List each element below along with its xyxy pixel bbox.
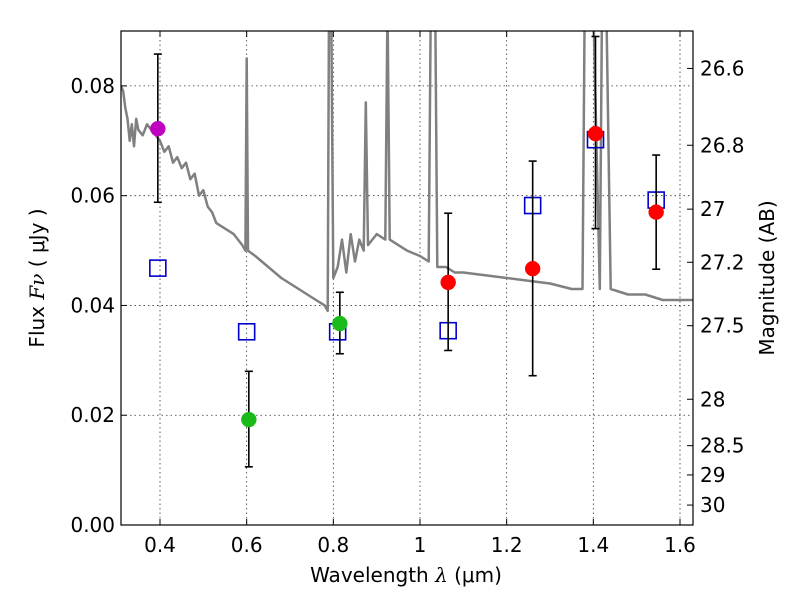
- x-tick-label: 1: [414, 533, 427, 557]
- mag-tick-label: 29: [700, 463, 725, 487]
- x-tick-label: 1.2: [491, 533, 523, 557]
- axis-ticks: 0.4 0.6 0.8 1 1.2 1.4 1.6 0.00 0.02 0.04 0.06 0.08 2…: [70, 31, 745, 557]
- x-tick-label: 1.6: [664, 533, 696, 557]
- y-tick-label: 0.04: [70, 293, 115, 317]
- observed-data-point: [648, 204, 664, 220]
- observed-data-point: [150, 120, 166, 137]
- mag-tick-label: 28.5: [700, 434, 745, 458]
- mag-tick-label: 26.8: [700, 133, 745, 157]
- mag-tick-label: 27.2: [700, 250, 745, 274]
- plot-frame: [120, 30, 694, 526]
- observed-data-point: [587, 125, 604, 142]
- mag-tick-label: 27.5: [700, 314, 745, 338]
- mag-tick-label: 30: [700, 493, 725, 517]
- y-tick-label: 0.02: [70, 403, 115, 427]
- model-band-marker: [237, 322, 256, 341]
- right-axis-label: Magnitude (AB): [755, 200, 779, 355]
- mag-tick-label: 26.6: [700, 56, 745, 80]
- model-band-marker: [149, 259, 167, 277]
- template-spectrum-line: [121, 31, 693, 313]
- observed-data-point: [241, 411, 257, 428]
- mag-tick-label: 28: [700, 387, 725, 411]
- mag-tick-label: 27: [700, 197, 725, 221]
- x-axis-label: Wavelength λ (μm): [310, 563, 502, 587]
- x-tick-label: 0.6: [231, 533, 263, 557]
- y-axis-label: Flux Fν ( μJy ): [25, 208, 49, 347]
- y-tick-label: 0.06: [70, 184, 115, 208]
- x-tick-label: 0.4: [144, 533, 176, 557]
- observed-data-point: [440, 274, 456, 291]
- observed-data-point: [524, 260, 541, 277]
- plot-area: [121, 31, 693, 468]
- observed-data-point: [332, 315, 348, 332]
- y-tick-label: 0.08: [70, 74, 115, 98]
- y-tick-label: 0.00: [70, 513, 115, 537]
- x-tick-label: 0.8: [317, 533, 349, 557]
- x-tick-label: 1.4: [577, 533, 609, 557]
